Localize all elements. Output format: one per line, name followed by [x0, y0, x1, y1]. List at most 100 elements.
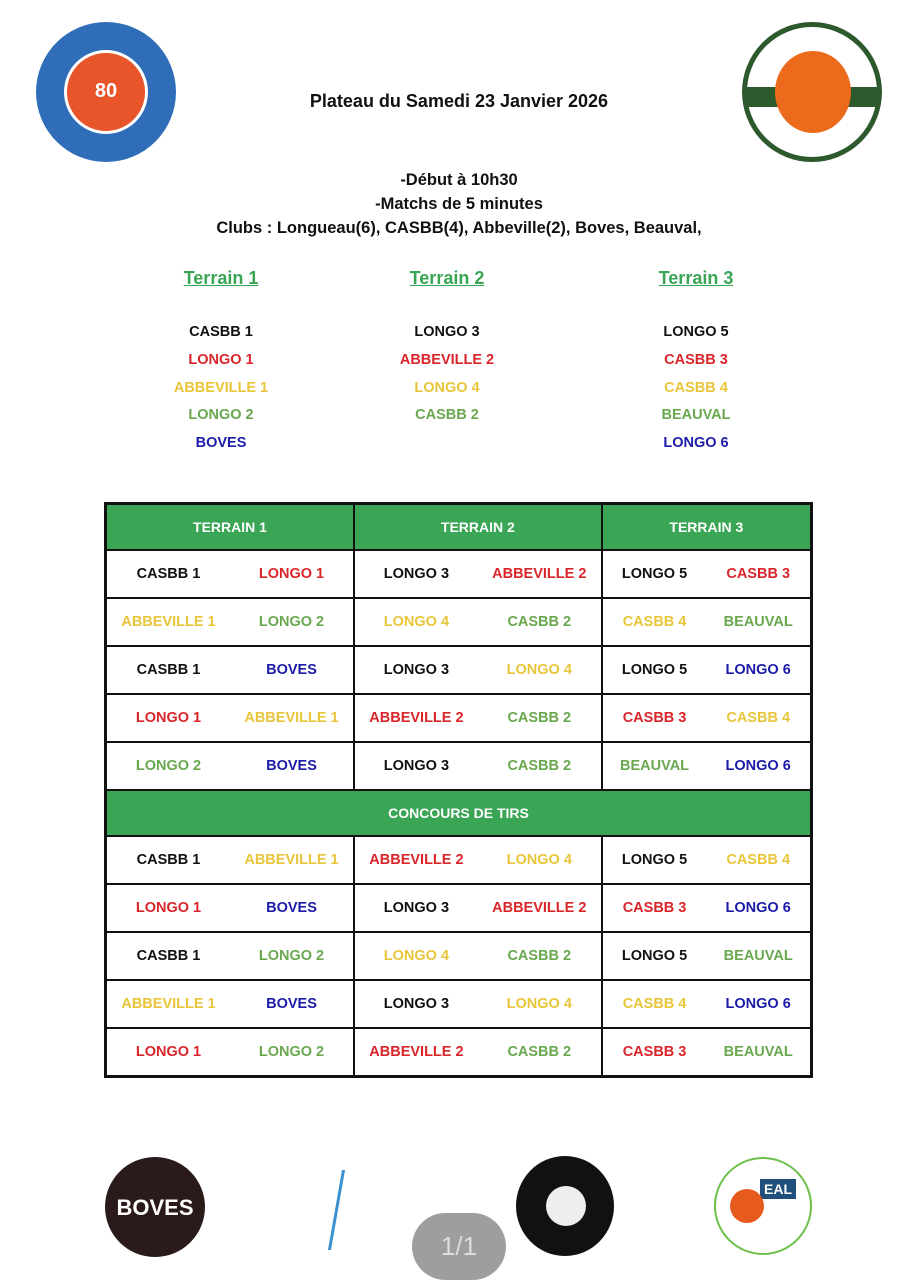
team-name: ABBEVILLE 2: [399, 351, 495, 368]
team-name: BOVES: [266, 996, 317, 1012]
team-name: LONGO 6: [725, 758, 791, 774]
match-cell: LONGO 4 CASBB 2: [352, 931, 603, 981]
team-name: BEAUVAL: [723, 1044, 793, 1060]
team-name: LONGO 5: [621, 852, 688, 868]
somme-basket-logo: 80: [36, 22, 176, 162]
match-cell: LONGO 1 ABBEVILLE 1: [104, 693, 355, 743]
match-cell: ABBEVILLE 2 CASBB 2: [352, 693, 603, 743]
team-name: CASBB 2: [507, 948, 572, 964]
team-name: LONGO 4: [383, 614, 450, 630]
team-name: CASBB 1: [136, 566, 201, 582]
team-name: CASBB 2: [507, 710, 572, 726]
match-cell: CASBB 3 CASBB 4: [600, 693, 813, 743]
match-cell: LONGO 5 CASBB 4: [600, 835, 813, 885]
team-name: LONGO 5: [663, 324, 729, 340]
table-row: CASBB 1 ABBEVILLE 1 ABBEVILLE 2 LONGO 4 LONG…: [104, 835, 813, 885]
match-cell: LONGO 4 CASBB 2: [352, 597, 603, 647]
team-name: CASBB 1: [136, 948, 201, 964]
team-name: ABBEVILLE 2: [492, 900, 587, 916]
team-name: ABBEVILLE 1: [121, 996, 216, 1012]
schedule-table: TERRAIN 1 TERRAIN 2 TERRAIN 3 CASBB 1 LONGO …: [104, 502, 813, 1078]
team-name: ABBEVILLE 2: [369, 852, 464, 868]
team-name: CASBB 1: [189, 324, 253, 340]
match-cell: LONGO 3 CASBB 2: [352, 741, 603, 791]
match-cell: LONGO 3 ABBEVILLE 2: [352, 549, 603, 599]
column-header: TERRAIN 1: [104, 502, 355, 551]
team-name: BEAUVAL: [620, 758, 690, 774]
match-cell: CASBB 3 LONGO 6: [600, 883, 813, 933]
team-name: CASBB 4: [726, 710, 791, 726]
table-row: CASBB 1 LONGO 2 LONGO 4 CASBB 2 LONGO 5 BEAUV…: [104, 931, 813, 981]
team-name: ABBEVILLE 1: [244, 852, 339, 868]
team-name: LONGO 3: [383, 996, 450, 1012]
team-name: LONGO 2: [258, 948, 325, 964]
team-name: CASBB 3: [622, 1044, 687, 1060]
team-name: CASBB 4: [622, 614, 687, 630]
start-time: -Début à 10h30: [400, 171, 518, 189]
team-name: BOVES: [266, 900, 317, 916]
match-cell: CASBB 1 BOVES: [104, 645, 355, 695]
match-cell: CASBB 4 BEAUVAL: [600, 597, 813, 647]
match-cell: CASBB 3 BEAUVAL: [600, 1027, 813, 1078]
table-row: ABBEVILLE 1 BOVES LONGO 3 LONGO 4 CASBB 4 LON…: [104, 979, 813, 1029]
match-cell: LONGO 3 LONGO 4: [352, 979, 603, 1029]
team-name: LONGO 6: [725, 996, 791, 1012]
team-name: CASBB 3: [622, 710, 687, 726]
team-name: LONGO 1: [135, 1044, 202, 1060]
team-name: LONGO 6: [663, 435, 729, 452]
team-name: CASBB 4: [726, 852, 791, 868]
column-header: TERRAIN 3: [600, 502, 813, 551]
team-name: BEAUVAL: [661, 407, 731, 424]
match-cell: CASBB 1 LONGO 1: [104, 549, 355, 599]
team-name: BEAUVAL: [723, 614, 793, 630]
concours-de-tirs-header: CONCOURS DE TIRS: [104, 789, 813, 837]
team-name: BOVES: [266, 758, 317, 774]
team-name: ABBEVILLE 2: [492, 566, 587, 582]
page-indicator: 1/1: [412, 1213, 506, 1280]
team-name: LONGO 2: [135, 758, 202, 774]
match-cell: CASBB 1 LONGO 2: [104, 931, 355, 981]
team-name: LONGO 3: [414, 324, 480, 340]
terrain-team-list: LONGO 3 ABBEVILLE 2 LONGO 4 CASBB 2: [347, 324, 547, 435]
terrain-team-list: CASBB 1 LONGO 1 ABBEVILLE 1 LONGO 2 BOVES: [121, 324, 321, 463]
table-row: LONGO 1 BOVES LONGO 3 ABBEVILLE 2 CASBB 3 LON…: [104, 883, 813, 933]
eal-basket-abbeville-logo: EAL: [714, 1157, 812, 1255]
team-name: ABBEVILLE 1: [244, 710, 339, 726]
team-name: LONGO 4: [506, 852, 572, 868]
team-name: CASBB 4: [664, 379, 728, 396]
table-row: LONGO 1 ABBEVILLE 1 ABBEVILLE 2 CASBB 2 CASB…: [104, 693, 813, 743]
team-name: CASBB 2: [507, 758, 572, 774]
match-cell: LONGO 5 CASBB 3: [600, 549, 813, 599]
match-cell: LONGO 3 ABBEVILLE 2: [352, 883, 603, 933]
team-name: CASBB 2: [507, 1044, 572, 1060]
team-name: LONGO 5: [621, 662, 688, 678]
team-name: LONGO 4: [383, 948, 450, 964]
match-cell: LONGO 3 LONGO 4: [352, 645, 603, 695]
team-name: ABBEVILLE 1: [173, 379, 269, 396]
header-row: TERRAIN 1 TERRAIN 2 TERRAIN 3: [104, 502, 813, 551]
team-name: CASBB 3: [664, 351, 728, 368]
terrain-team-list: LONGO 5 CASBB 3 CASBB 4 BEAUVAL LONGO 6: [596, 324, 796, 463]
team-name: CASBB 3: [622, 900, 687, 916]
match-cell: ABBEVILLE 1 BOVES: [104, 979, 355, 1029]
table-row: CASBB 1 BOVES LONGO 3 LONGO 4 LONGO 5 LONGO 6: [104, 645, 813, 695]
team-name: BEAUVAL: [723, 948, 793, 964]
esclams-basketball-logo: [742, 22, 882, 162]
team-name: LONGO 3: [383, 662, 450, 678]
table-row: LONGO 1 LONGO 2 ABBEVILLE 2 CASBB 2 CASBB 3 B…: [104, 1027, 813, 1078]
team-name: LONGO 2: [258, 614, 325, 630]
team-name: CASBB 1: [136, 852, 201, 868]
table-row: ABBEVILLE 1 LONGO 2 LONGO 4 CASBB 2 CASBB 4 B…: [104, 597, 813, 647]
team-name: ABBEVILLE 1: [121, 614, 216, 630]
team-name: LONGO 6: [725, 900, 791, 916]
amiens-basket-logo: [327, 1170, 386, 1250]
team-name: LONGO 4: [414, 379, 480, 396]
team-name: LONGO 4: [506, 996, 572, 1012]
team-name: CASBB 4: [622, 996, 687, 1012]
team-name: LONGO 3: [383, 900, 450, 916]
team-name: CASBB 3: [726, 566, 791, 582]
team-name: LONGO 2: [188, 407, 254, 424]
team-name: ABBEVILLE 2: [369, 710, 464, 726]
team-name: LONGO 3: [383, 758, 450, 774]
table-row: CASBB 1 LONGO 1 LONGO 3 ABBEVILLE 2 LONGO 5 C…: [104, 549, 813, 599]
